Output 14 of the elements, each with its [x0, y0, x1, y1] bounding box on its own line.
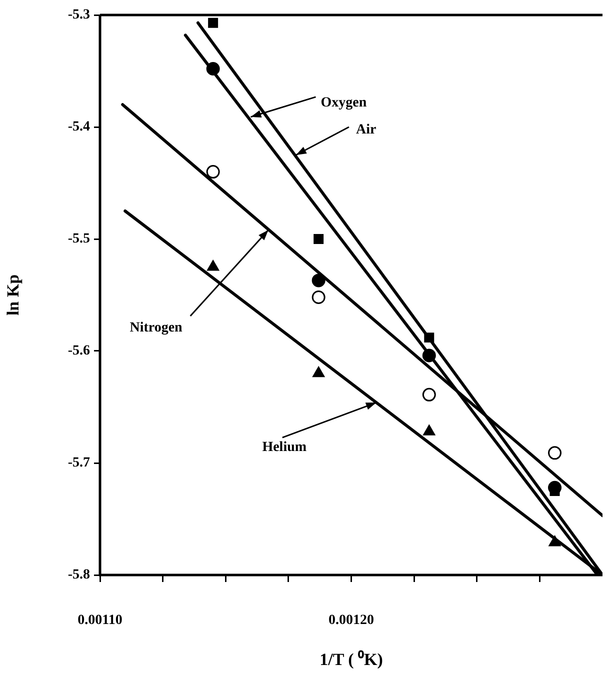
annotation: Nitrogen	[130, 320, 183, 336]
y-axis-title: ln Kp	[4, 274, 23, 316]
y-tick-label: -5.3	[68, 8, 90, 23]
x-tick-label: 0.00110	[78, 613, 122, 628]
annotation: Helium	[262, 440, 307, 456]
x-tick-label: 0.00120	[328, 613, 374, 628]
annotation: Air	[356, 122, 376, 138]
y-tick-label: -5.4	[68, 120, 90, 135]
annotation: Oxygen	[320, 96, 367, 111]
y-tick-label: -5.8	[68, 568, 90, 583]
x-axis-title: 1/T ( ⁰K)	[320, 650, 383, 670]
y-tick-label: -5.6	[68, 344, 90, 359]
y-tick-label: -5.5	[68, 232, 90, 247]
y-tick-label: -5.7	[68, 456, 90, 471]
